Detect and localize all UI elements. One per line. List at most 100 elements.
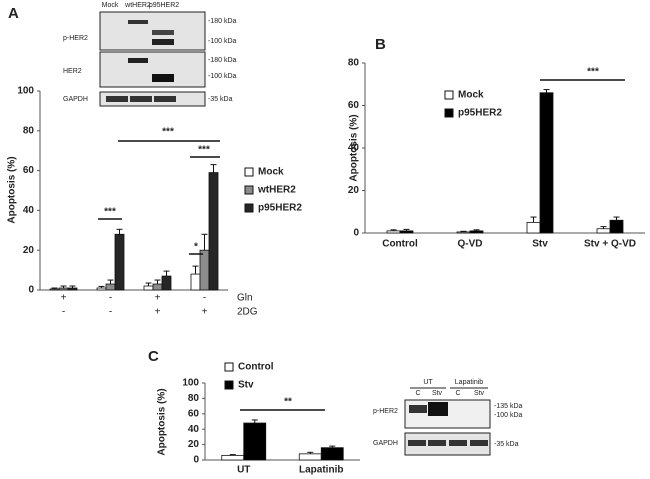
legend-label: Mock: [458, 90, 484, 101]
x-tick-label: Q-VD: [458, 239, 483, 250]
condition-row-label: 2DG: [237, 307, 258, 318]
bar: [386, 230, 401, 234]
y-tick-label: 100: [17, 86, 34, 97]
y-tick-label: 60: [188, 408, 200, 419]
panel-label: A: [8, 5, 19, 22]
condition-label: -: [109, 293, 112, 304]
bar: [243, 422, 267, 461]
legend-label: Control: [238, 362, 274, 373]
y-tick-label: 80: [348, 58, 360, 69]
bar: [49, 288, 60, 291]
condition-label: +: [155, 293, 161, 304]
band: [106, 96, 128, 102]
legend-swatch: [224, 380, 234, 390]
marker: -35 kDa: [208, 96, 233, 103]
bar: [469, 230, 484, 234]
bar: [456, 231, 471, 234]
band: [408, 440, 426, 446]
y-tick-label: 40: [23, 205, 35, 216]
y-tick-label: 20: [348, 185, 360, 196]
row-label: p-HER2: [63, 35, 88, 42]
condition-label: +: [202, 307, 208, 318]
blot-a: Mock wtHER2 p95HER2 p-HER2 HER2 GAPDH -1…: [63, 2, 237, 107]
bar: [609, 219, 624, 234]
bar: [105, 283, 116, 291]
y-tick-label: 60: [23, 165, 35, 176]
group-label: UT: [423, 379, 433, 386]
bar: [96, 287, 107, 291]
legend-swatch: [444, 90, 454, 100]
band: [128, 20, 148, 24]
band: [128, 58, 148, 63]
legend-label: Mock: [258, 167, 284, 178]
row-label: GAPDH: [373, 440, 398, 447]
bar: [114, 233, 125, 291]
bar: [152, 283, 163, 291]
condition-label: -: [62, 307, 65, 318]
bar: [320, 447, 344, 461]
bar: [161, 275, 172, 291]
blot-panel: [404, 432, 491, 456]
x-tick-label: Stv: [532, 239, 548, 250]
bar: [298, 453, 322, 461]
x-tick-label: UT: [237, 465, 250, 476]
y-tick-label: 0: [28, 285, 34, 296]
y-tick-label: 80: [188, 393, 200, 404]
band: [428, 402, 448, 416]
y-tick-label: 80: [23, 125, 35, 136]
legend-swatch: [444, 108, 454, 118]
y-tick-label: 40: [188, 424, 200, 435]
significance: ***: [587, 67, 599, 78]
lane-label: Stv: [432, 390, 443, 397]
bar: [526, 221, 541, 234]
condition-label: +: [61, 293, 67, 304]
significance: ***: [162, 127, 174, 138]
legend-swatch: [224, 362, 234, 372]
x-tick-label: Lapatinib: [299, 465, 343, 476]
lane-label: Mock: [102, 2, 119, 9]
band: [449, 440, 467, 446]
y-tick-label: 20: [23, 245, 35, 256]
marker: -180 kDa: [208, 18, 237, 25]
bar: [221, 454, 245, 461]
row-label: p-HER2: [373, 408, 398, 415]
bar: [143, 285, 154, 291]
lane-label: p95HER2: [149, 2, 179, 9]
y-tick-label: 20: [188, 439, 200, 450]
legend-swatch: [244, 185, 254, 195]
blot-c: UT Lapatinib C Stv C Stv p-HER2 GAPDH -1…: [373, 379, 523, 456]
row-label: GAPDH: [63, 96, 88, 103]
band: [152, 74, 174, 82]
panel-label: B: [375, 36, 386, 53]
marker: -100 kDa: [494, 412, 523, 419]
bar: [208, 172, 219, 291]
y-tick-label: 0: [193, 455, 199, 466]
y-tick-label: 0: [353, 228, 359, 239]
condition-row-label: Gln: [237, 293, 253, 304]
bar: [596, 228, 611, 234]
condition-label: -: [109, 307, 112, 318]
legend-swatch: [244, 203, 254, 213]
condition-label: +: [155, 307, 161, 318]
band: [409, 405, 427, 413]
band: [428, 440, 446, 446]
bar: [190, 273, 201, 291]
condition-label: -: [203, 293, 206, 304]
significance: ***: [104, 207, 116, 218]
bar: [199, 249, 210, 291]
blot-panel: [99, 91, 206, 107]
x-tick-label: Control: [382, 239, 418, 250]
marker: -135 kDa: [494, 403, 523, 410]
significance: ***: [198, 145, 210, 156]
lane-label: Stv: [474, 390, 485, 397]
marker: -100 kDa: [208, 38, 237, 45]
bar: [67, 287, 78, 291]
panel-label: C: [148, 348, 159, 365]
band: [470, 440, 488, 446]
bar: [399, 230, 414, 234]
marker: -100 kDa: [208, 73, 237, 80]
legend-swatch: [244, 167, 254, 177]
lane-label: wtHER2: [124, 2, 151, 9]
marker: -180 kDa: [208, 57, 237, 64]
